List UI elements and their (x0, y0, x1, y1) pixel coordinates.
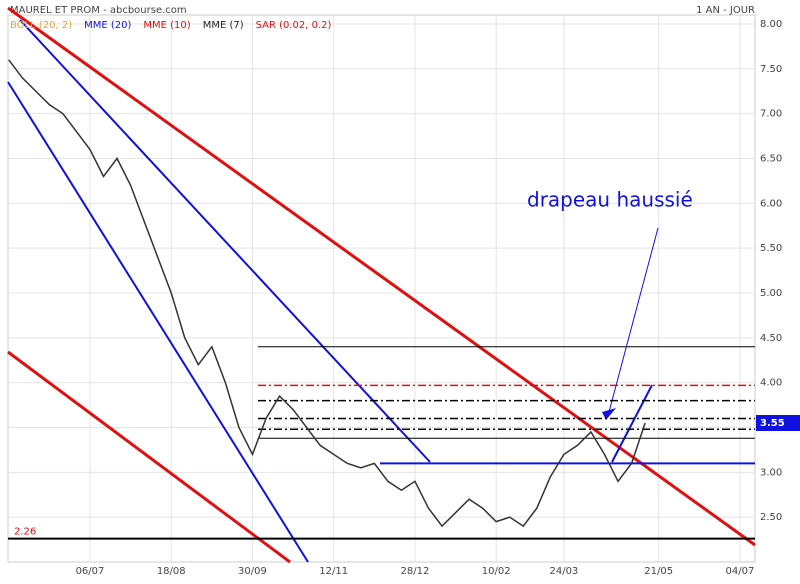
y-tick-label: 6.50 (760, 153, 782, 164)
period: 1 AN - JOUR (696, 5, 755, 16)
y-tick-label: 7.00 (760, 109, 782, 120)
y-tick-label: 2.50 (760, 512, 782, 523)
y-tick-label: 4.50 (760, 333, 782, 344)
arrow-line (608, 227, 659, 413)
trend-line (7, 6, 756, 547)
y-tick-label: 4.00 (760, 378, 782, 389)
price-tag (756, 415, 800, 432)
y-tick-label: 5.00 (760, 288, 782, 299)
legend-entry: MME (20) (84, 20, 131, 31)
y-tick-label: 6.00 (760, 198, 782, 209)
legend-entry: SAR (0.02, 0.2) (256, 20, 332, 31)
chart-title: MAUREL ET PROM - abcbourse.com (10, 5, 187, 16)
trend-line (19, 19, 431, 463)
y-tick-label: 7.50 (760, 64, 782, 75)
legend-entry: MME (7) (203, 20, 244, 31)
legend-entry: BOLL (20, 2) (10, 20, 72, 31)
price-line (8, 59, 646, 528)
x-tick-label: 21/05 (644, 566, 673, 577)
trend-line (7, 350, 291, 564)
x-tick-label: 04/07 (725, 566, 754, 577)
x-tick-label: 10/02 (482, 566, 511, 577)
level-label: 2.26 (14, 527, 36, 538)
x-tick-label: 28/12 (401, 566, 430, 577)
y-tick-label: 8.00 (760, 19, 782, 30)
flag-line (611, 384, 653, 463)
x-tick-label: 24/03 (549, 566, 578, 577)
legend-entry: MME (10) (143, 20, 190, 31)
x-tick-label: 12/11 (319, 566, 348, 577)
trend-lines (7, 6, 756, 564)
arrow-head (602, 408, 616, 420)
x-tick-label: 30/09 (238, 566, 267, 577)
price-tag-label: 3.55 (760, 418, 785, 429)
y-tick-label: 5.50 (760, 243, 782, 254)
plot-area (7, 14, 756, 563)
x-tick-label: 18/08 (157, 566, 186, 577)
annotation: drapeau haussié (527, 188, 693, 212)
y-tick-label: 3.00 (760, 467, 782, 478)
trend-line (7, 81, 309, 563)
x-tick-label: 06/07 (76, 566, 105, 577)
